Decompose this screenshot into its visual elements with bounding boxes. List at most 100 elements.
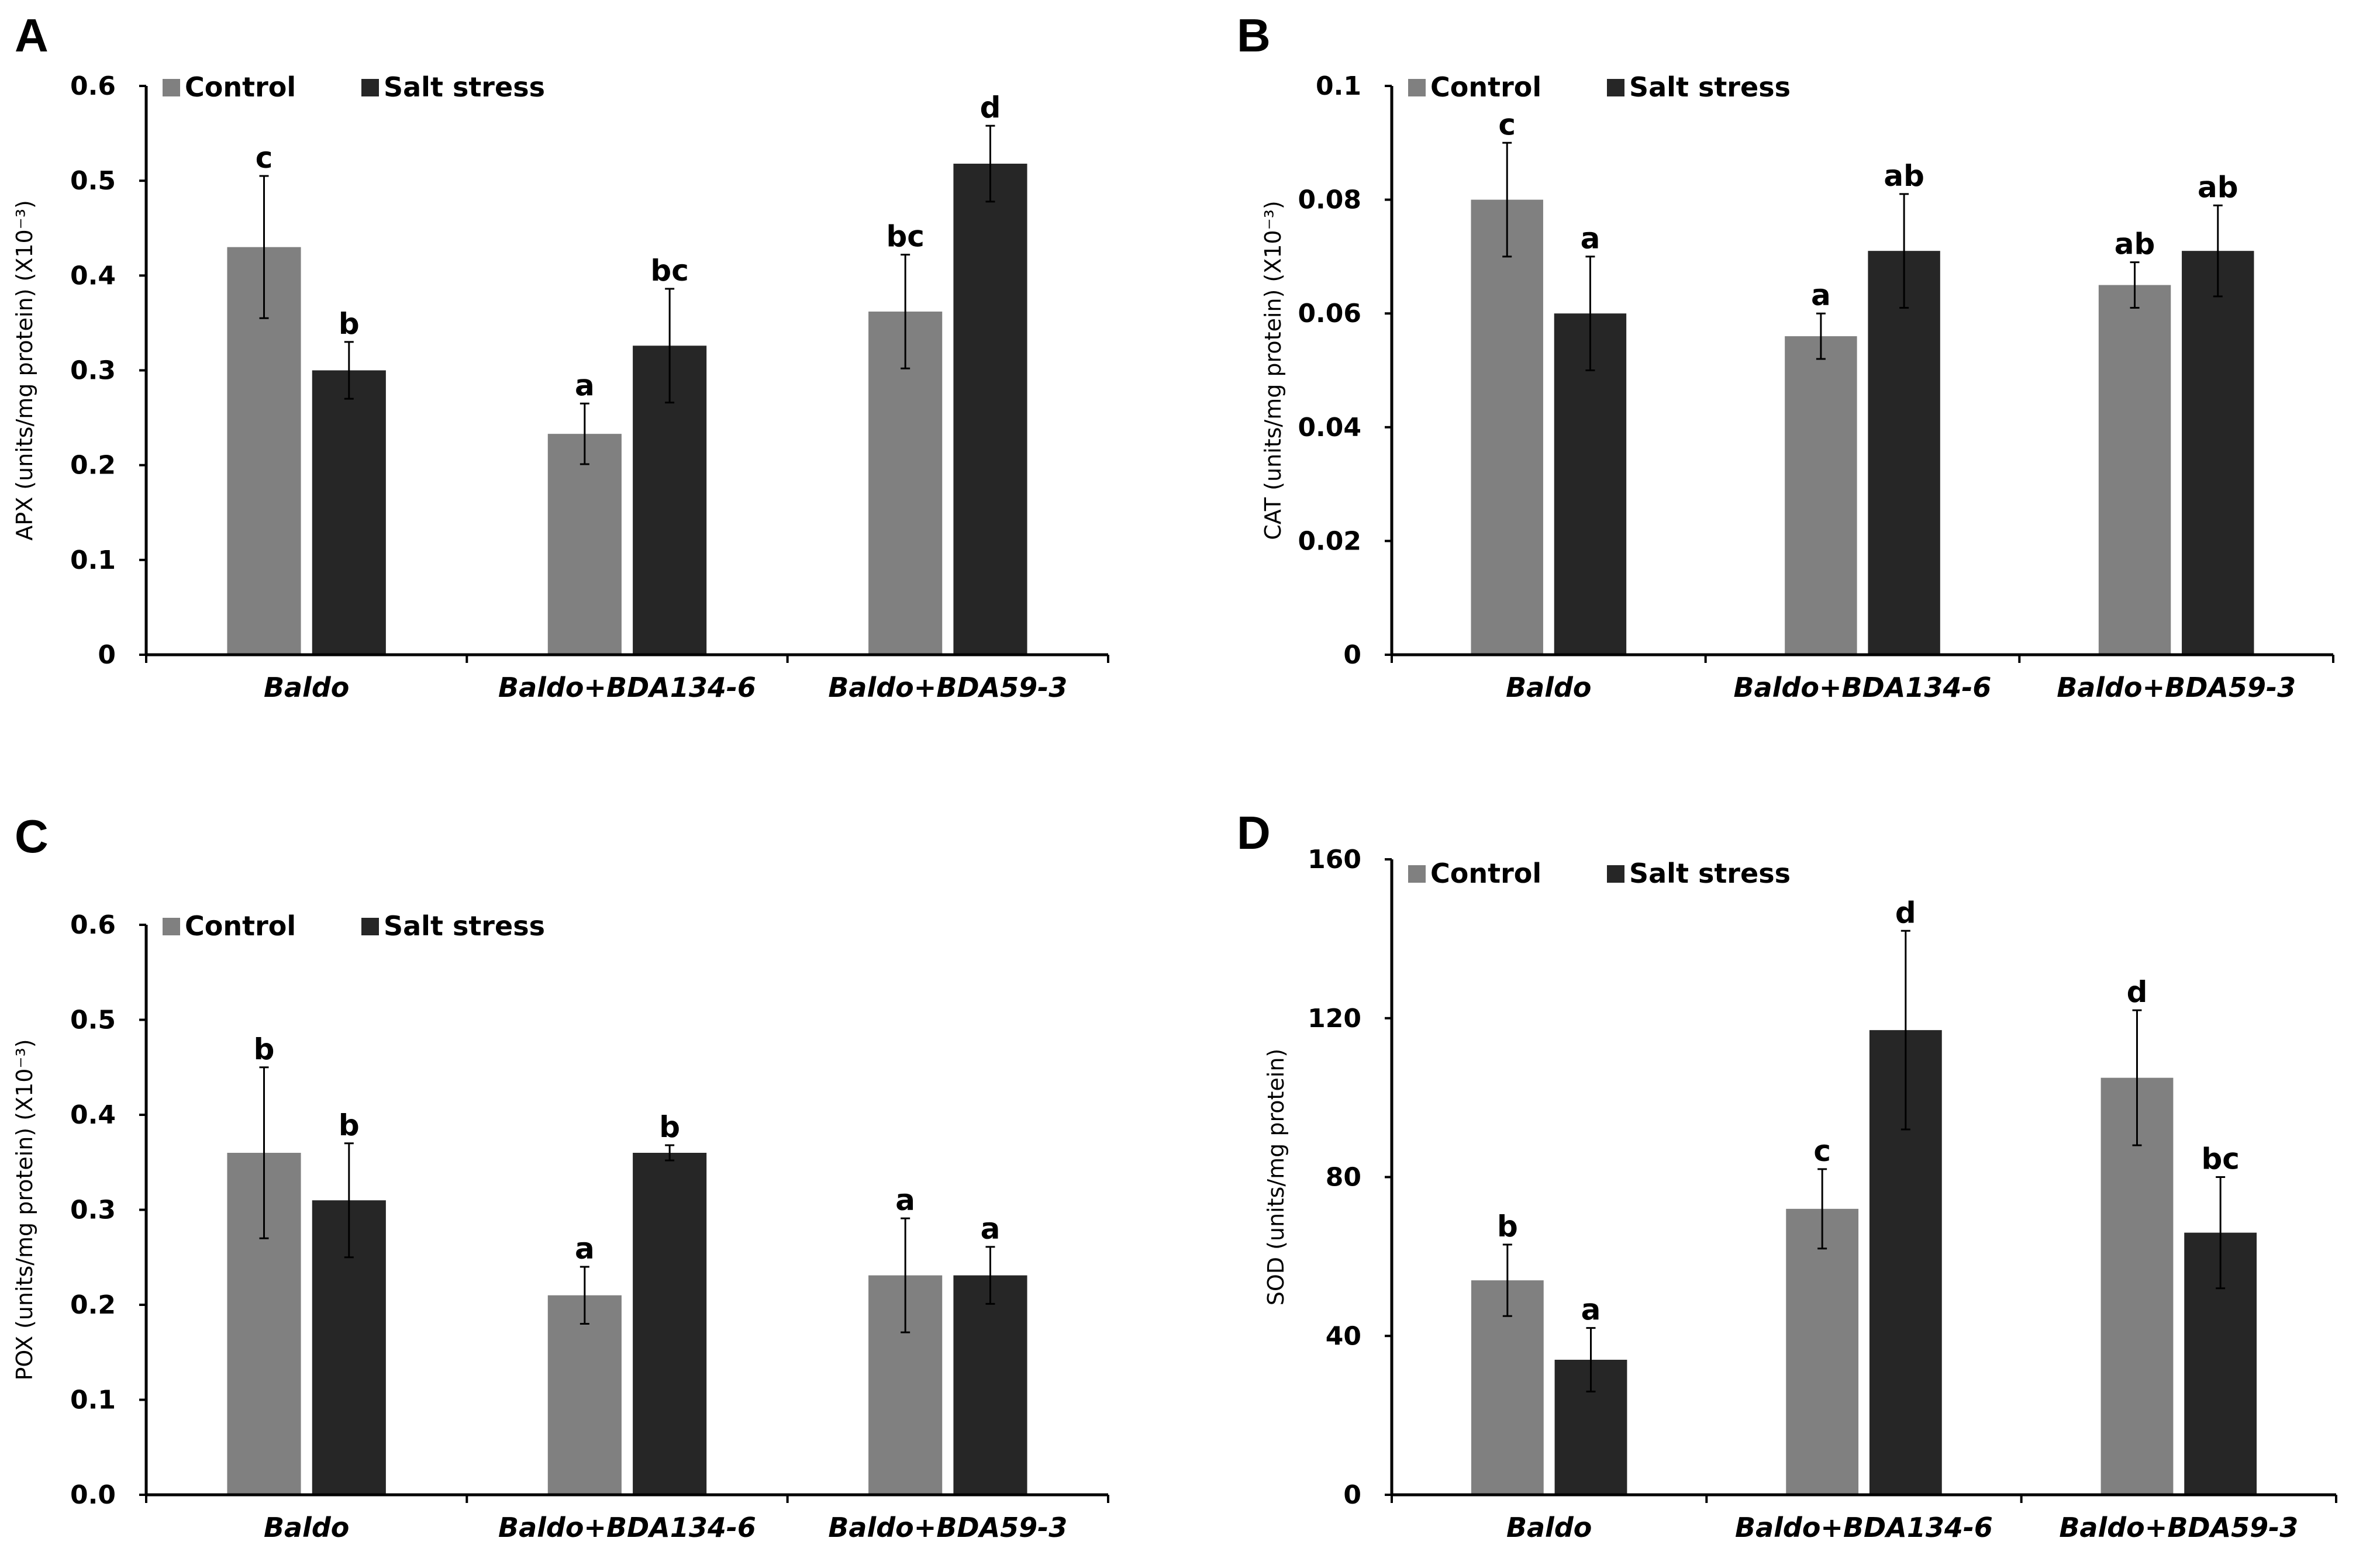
legend-label-control: Control <box>1430 858 1541 889</box>
bar-salt-stress-2 <box>953 1275 1027 1495</box>
significance-label: c <box>1498 108 1516 141</box>
x-tick-label: Baldo+BDA59-3 <box>828 672 1067 703</box>
significance-label: b <box>254 1032 275 1066</box>
chart-cat: Bc a ab a ab ab 0 0.02 0.04 0.06 0.08 0.1 Baldo Baldo… <box>1237 9 2334 703</box>
y-tick-label: 0.3 <box>70 1195 116 1225</box>
significance-label: a <box>895 1183 915 1217</box>
significance-label: d <box>1895 896 1916 929</box>
significance-label: ab <box>2115 227 2155 261</box>
x-tick-label: Baldo+BDA134-6 <box>498 672 756 703</box>
significance-label: a <box>575 1232 595 1266</box>
bar-control-2 <box>2100 1077 2174 1495</box>
panel-letter: B <box>1237 9 1271 61</box>
x-tick-label: Baldo <box>264 672 349 703</box>
chart-pox: Cb a a b b a 0.0 0.1 0.2 0.3 0.4 0.5 0.6 Baldo Baldo+B… <box>12 810 1109 1543</box>
significance-label: bc <box>650 254 688 288</box>
y-tick-label: 0.5 <box>70 166 116 196</box>
x-tick-label: Baldo+BDA134-6 <box>1735 1512 1993 1543</box>
y-tick-label: 120 <box>1308 1004 1361 1034</box>
y-tick-label: 0.06 <box>1298 299 1361 329</box>
significance-label: b <box>1497 1210 1518 1243</box>
significance-label: ab <box>2198 170 2238 204</box>
legend-swatch-salt-stress <box>1607 865 1624 883</box>
y-tick-label: 0 <box>1343 1480 1361 1510</box>
x-tick-label: Baldo+BDA59-3 <box>2057 672 2296 703</box>
y-tick-label: 0 <box>1343 640 1361 670</box>
bar-control-1 <box>1786 1208 1859 1495</box>
y-tick-label: 0.04 <box>1298 413 1361 443</box>
significance-label: b <box>339 1108 360 1142</box>
x-tick-label: Baldo+BDA134-6 <box>1734 672 1992 703</box>
legend-label-salt-stress: Salt stress <box>384 71 545 103</box>
legend-swatch-control <box>163 918 180 935</box>
y-tick-label: 0.1 <box>1316 71 1361 101</box>
legend-swatch-control <box>1408 79 1426 96</box>
bar-control-1 <box>547 434 622 655</box>
x-tick-label: Baldo+BDA59-3 <box>2059 1512 2298 1543</box>
significance-label: a <box>981 1212 1001 1246</box>
bar-salt-stress-1 <box>633 1153 707 1495</box>
significance-label: a <box>1581 1293 1601 1327</box>
y-axis-label: SOD (units/mg protein) <box>1263 1049 1289 1306</box>
bar-control-2 <box>2098 285 2171 655</box>
y-tick-label: 0.1 <box>70 1385 116 1415</box>
panel-letter: D <box>1237 807 1271 859</box>
legend-label-control: Control <box>185 71 296 103</box>
y-tick-label: 0.3 <box>70 356 116 386</box>
y-axis-label: APX (units/mg protein) (X10⁻³) <box>12 200 37 541</box>
x-tick-label: Baldo <box>264 1512 349 1543</box>
y-axis-label: POX (units/mg protein) (X10⁻³) <box>12 1039 37 1380</box>
significance-label: a <box>575 368 595 402</box>
significance-label: a <box>1581 222 1601 255</box>
bar-salt-stress-1 <box>1868 251 1940 655</box>
legend-label-control: Control <box>185 910 296 942</box>
y-tick-label: 0.02 <box>1298 526 1361 556</box>
y-tick-label: 0.6 <box>70 910 116 940</box>
y-tick-label: 0.08 <box>1298 185 1361 215</box>
x-tick-label: Baldo <box>1506 1512 1592 1543</box>
significance-label: a <box>1811 278 1831 312</box>
legend-swatch-salt-stress <box>361 79 379 96</box>
bar-control-0 <box>1471 199 1543 655</box>
y-tick-label: 0.5 <box>70 1005 116 1035</box>
significance-label: bc <box>2201 1142 2239 1176</box>
bar-control-1 <box>1785 336 1857 655</box>
significance-label: b <box>339 307 360 341</box>
x-tick-label: Baldo+BDA59-3 <box>828 1512 1067 1543</box>
significance-label: d <box>2127 975 2148 1009</box>
significance-label: c <box>1813 1134 1831 1168</box>
bar-control-1 <box>547 1295 622 1495</box>
bar-salt-stress-2 <box>2182 251 2254 655</box>
y-tick-label: 0.2 <box>70 1290 116 1320</box>
significance-label: ab <box>1884 159 1924 193</box>
y-tick-label: 0.2 <box>70 451 116 481</box>
x-tick-label: Baldo <box>1506 672 1591 703</box>
y-tick-label: 0.1 <box>70 545 116 575</box>
chart-apx: Ac a bc b bc d 0 0.1 0.2 0.3 0.4 0.5 0.6 Baldo Baldo+B… <box>12 9 1109 703</box>
y-tick-label: 40 <box>1326 1321 1361 1351</box>
y-tick-label: 0.4 <box>70 261 116 291</box>
legend-swatch-salt-stress <box>1607 79 1624 96</box>
significance-label: b <box>659 1110 680 1144</box>
x-tick-label: Baldo+BDA134-6 <box>498 1512 756 1543</box>
legend-label-control: Control <box>1430 71 1541 103</box>
y-tick-label: 0.0 <box>70 1480 116 1510</box>
significance-label: c <box>256 141 273 175</box>
legend-swatch-control <box>1408 865 1426 883</box>
panel-letter: A <box>15 9 49 61</box>
bar-salt-stress-2 <box>953 163 1027 655</box>
bar-salt-stress-0 <box>312 370 386 655</box>
significance-label: bc <box>886 220 924 254</box>
legend-label-salt-stress: Salt stress <box>1629 858 1791 889</box>
y-axis-label: CAT (units/mg protein) (X10⁻³) <box>1260 201 1286 540</box>
y-tick-label: 160 <box>1308 845 1361 875</box>
legend-label-salt-stress: Salt stress <box>1629 71 1791 103</box>
y-tick-label: 0.4 <box>70 1100 116 1130</box>
legend-label-salt-stress: Salt stress <box>384 910 545 942</box>
legend-swatch-control <box>163 79 180 96</box>
y-tick-label: 0.6 <box>70 71 116 101</box>
panel-letter: C <box>15 810 49 862</box>
